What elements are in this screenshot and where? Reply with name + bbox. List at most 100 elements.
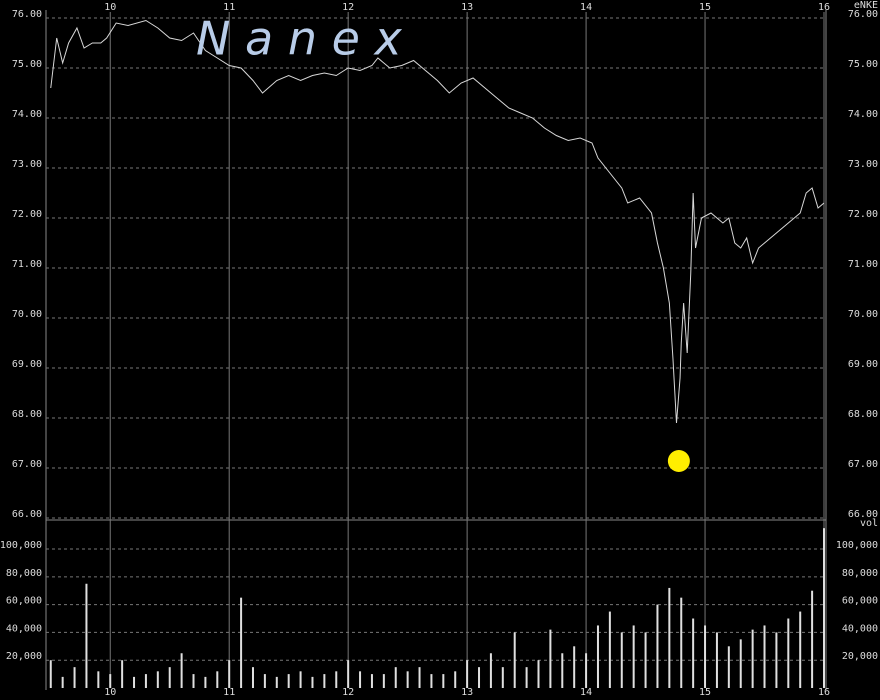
volume-bar [97,671,100,688]
y-tick-label-left: 73.00 [12,159,42,170]
volume-bar [656,604,659,688]
x-tick-label: 10 [104,687,116,698]
volume-bar [799,611,802,688]
volume-bar [406,671,409,688]
y-tick-label-right: 71.00 [848,259,878,270]
volume-bar [442,674,445,688]
volume-bar [370,674,373,688]
volume-bar [216,671,219,688]
y-tick-label-right: 67.00 [848,459,878,470]
volume-bar [228,660,231,688]
volume-bar [489,653,492,688]
volume-bar [751,629,754,688]
volume-bar [573,646,576,688]
volume-bar [727,646,730,688]
volume-bar [85,583,88,688]
volume-axis-label: vol [860,518,878,529]
volume-bar [787,618,790,688]
volume-bar [620,632,623,688]
volume-bar [454,671,457,688]
x-tick-label: 12 [342,2,354,13]
volume-bar [109,674,112,688]
volume-bar [549,629,552,688]
x-tick-label: 16 [818,2,830,13]
volume-bar [715,632,718,688]
volume-bar [335,671,338,688]
y-tick-label-left: 67.00 [12,459,42,470]
y-tick-label-left: 66.00 [12,509,42,520]
volume-bar [632,625,635,688]
x-tick-label: 15 [699,687,711,698]
volume-bar [299,671,302,688]
volume-bar [418,667,421,688]
y-tick-label-left: 74.00 [12,109,42,120]
volume-bar [382,674,385,688]
low-marker [667,450,690,472]
volume-bar [287,674,290,688]
volume-bar [133,676,136,688]
y-tick-label-right: 73.00 [848,159,878,170]
volume-bar [430,674,433,688]
volume-bar [668,587,671,688]
x-tick-label: 12 [342,687,354,698]
y-tick-label-left: 100,000 [0,540,42,551]
x-tick-label: 13 [461,687,473,698]
watermark: N a n e x [196,12,403,66]
volume-bar [763,625,766,688]
y-tick-label-left: 72.00 [12,209,42,220]
volume-bar [680,597,683,688]
volume-bar [192,674,195,688]
volume-bar [525,667,528,688]
y-tick-label-left: 40,000 [6,623,42,634]
volume-bar [240,597,243,688]
volume-bar [73,667,76,688]
volume-bar [608,611,611,688]
y-tick-label-right: 75.00 [848,59,878,70]
y-tick-label-right: 70.00 [848,309,878,320]
x-tick-label: 14 [580,687,592,698]
volume-bar [704,625,707,688]
volume-bar [347,660,350,688]
volume-bar [739,639,742,688]
volume-bar [501,667,504,688]
y-tick-label-left: 71.00 [12,259,42,270]
symbol-label: eNKE [854,0,878,11]
y-tick-label-left: 60,000 [6,596,42,607]
y-tick-label-right: 60,000 [842,596,878,607]
volume-bar [121,660,124,688]
x-tick-label: 11 [223,687,235,698]
volume-bar [644,632,647,688]
volume-bar [811,590,814,688]
x-tick-label: 11 [223,2,235,13]
x-tick-label: 15 [699,2,711,13]
volume-bar [466,660,469,688]
y-tick-label-right: 74.00 [848,109,878,120]
volume-bar [263,674,266,688]
volume-bar [275,676,278,688]
x-tick-label: 16 [818,687,830,698]
y-tick-label-left: 20,000 [6,651,42,662]
x-tick-label: 13 [461,2,473,13]
volume-bar [61,676,64,688]
y-tick-label-right: 68.00 [848,409,878,420]
volume-bar [180,653,183,688]
volume-bar [204,676,207,688]
volume-bar [49,660,52,688]
volume-bar [513,632,516,688]
y-tick-label-left: 75.00 [12,59,42,70]
volume-bar [323,674,326,688]
y-tick-label-right: 72.00 [848,209,878,220]
x-tick-label: 14 [580,2,592,13]
volume-bar [537,660,540,688]
y-tick-label-right: 100,000 [836,540,878,551]
volume-bar [596,625,599,688]
volume-bar [823,528,825,688]
volume-bar [251,667,254,688]
x-tick-label: 10 [104,2,116,13]
y-tick-label-right: 40,000 [842,623,878,634]
y-tick-label-right: 76.00 [848,9,878,20]
volume-bar [775,632,778,688]
volume-bar [585,653,588,688]
volume-bar [156,671,159,688]
